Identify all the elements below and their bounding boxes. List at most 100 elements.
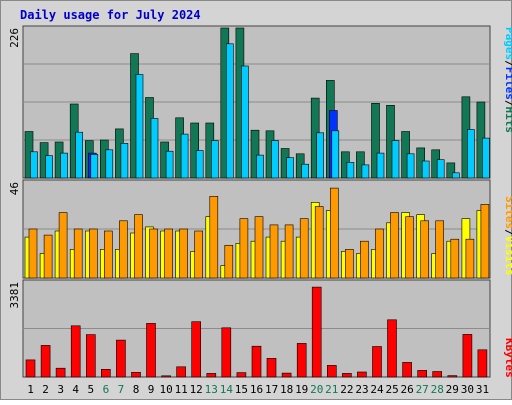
bar-kbytes (387, 319, 397, 378)
bar-kbytes (311, 286, 322, 378)
hits-panel: 226 (8, 25, 491, 179)
bar-kbytes (176, 366, 186, 378)
bar-sites (345, 249, 354, 279)
day-label: 29 (446, 383, 459, 396)
bar-sites (390, 212, 399, 279)
day-label: 3 (57, 383, 64, 396)
day-label: 4 (72, 383, 79, 396)
bar-pages (406, 153, 415, 179)
day-label: 11 (175, 383, 188, 396)
axis-max-label: 46 (8, 182, 21, 195)
day-label: 12 (190, 383, 203, 396)
bar-pages (346, 162, 355, 179)
bar-pages (211, 140, 219, 179)
bar-pages (195, 150, 204, 179)
bar-pages (361, 164, 370, 179)
bar-sites (119, 220, 128, 279)
bar-kbytes (55, 367, 66, 378)
kbytes-panel: 3381 (8, 279, 491, 378)
bar-sites (179, 228, 188, 279)
bar-pages (150, 118, 159, 179)
bar-pages (75, 131, 83, 179)
bar-kbytes (462, 334, 473, 378)
axis-max-label: 226 (8, 28, 21, 48)
bar-kbytes (86, 334, 96, 378)
legend-entry: Files (503, 67, 512, 100)
day-label: 1 (27, 383, 34, 396)
bar-sites (284, 224, 294, 279)
bar-kbytes (417, 370, 428, 378)
bar-sites (405, 216, 414, 279)
day-label: 30 (461, 383, 474, 396)
bar-sites (420, 220, 430, 279)
day-label: 15 (235, 383, 248, 396)
bar-sites (164, 228, 173, 279)
bar-pages (180, 133, 189, 179)
legend-entry: / (503, 229, 512, 236)
bar-kbytes (296, 343, 307, 378)
visits-panel: 46 (8, 179, 491, 279)
bar-pages (60, 152, 68, 179)
bar-pages (331, 130, 340, 179)
legend-entry: KBytes (503, 338, 512, 378)
legend-middle: Sites/Visits (503, 196, 512, 276)
bar-pages (45, 155, 53, 179)
bar-kbytes (131, 371, 141, 378)
bar-sites (435, 220, 445, 279)
day-label: 9 (148, 383, 155, 396)
bar-pages (120, 143, 129, 179)
bar-kbytes (25, 359, 36, 378)
bar-kbytes (251, 345, 262, 378)
chart-title: Daily usage for July 2024 (20, 8, 201, 22)
bar-sites (314, 206, 324, 279)
bar-kbytes (191, 321, 201, 378)
day-label: 7 (118, 383, 125, 396)
day-label: 16 (250, 383, 263, 396)
bar-sites (450, 238, 460, 279)
bar-sites (360, 240, 369, 279)
bar-pages (226, 43, 234, 179)
legend-top: Pages/Files/Hits (503, 27, 512, 133)
bar-sites (209, 196, 219, 279)
bar-sites (58, 212, 68, 279)
bar-pages (256, 154, 264, 179)
bar-pages (286, 157, 294, 179)
bar-sites (465, 238, 475, 279)
day-label: 26 (400, 383, 413, 396)
day-label: 6 (103, 383, 110, 396)
bar-kbytes (402, 362, 412, 378)
bar-kbytes (206, 373, 217, 378)
day-label: 28 (431, 383, 444, 396)
day-label: 24 (370, 383, 384, 396)
axis-max-label: 3381 (8, 282, 21, 309)
bar-hits (446, 162, 456, 179)
day-label: 22 (340, 383, 353, 396)
bar-kbytes (266, 357, 277, 378)
bar-pages (90, 154, 99, 179)
bar-kbytes (116, 339, 126, 378)
bar-sites (73, 228, 83, 279)
bar-pages (271, 140, 279, 179)
bar-sites (104, 230, 113, 279)
bar-sites (28, 228, 38, 279)
bar-kbytes (221, 327, 232, 378)
bar-pages (301, 163, 310, 179)
day-label: 27 (416, 383, 429, 396)
day-label: 8 (133, 383, 140, 396)
bar-kbytes (357, 371, 367, 378)
bar-sites (375, 228, 384, 279)
bar-kbytes (326, 365, 337, 378)
bar-kbytes (146, 323, 156, 378)
bar-sites (89, 228, 98, 279)
legend-entry: / (503, 100, 512, 107)
bar-kbytes (432, 371, 443, 378)
bar-pages (436, 159, 445, 179)
bar-sites (269, 224, 279, 279)
bar-pages (165, 150, 174, 179)
day-label: 13 (205, 383, 218, 396)
bar-kbytes (372, 346, 382, 378)
day-label: 18 (280, 383, 293, 396)
day-label: 25 (385, 383, 398, 396)
